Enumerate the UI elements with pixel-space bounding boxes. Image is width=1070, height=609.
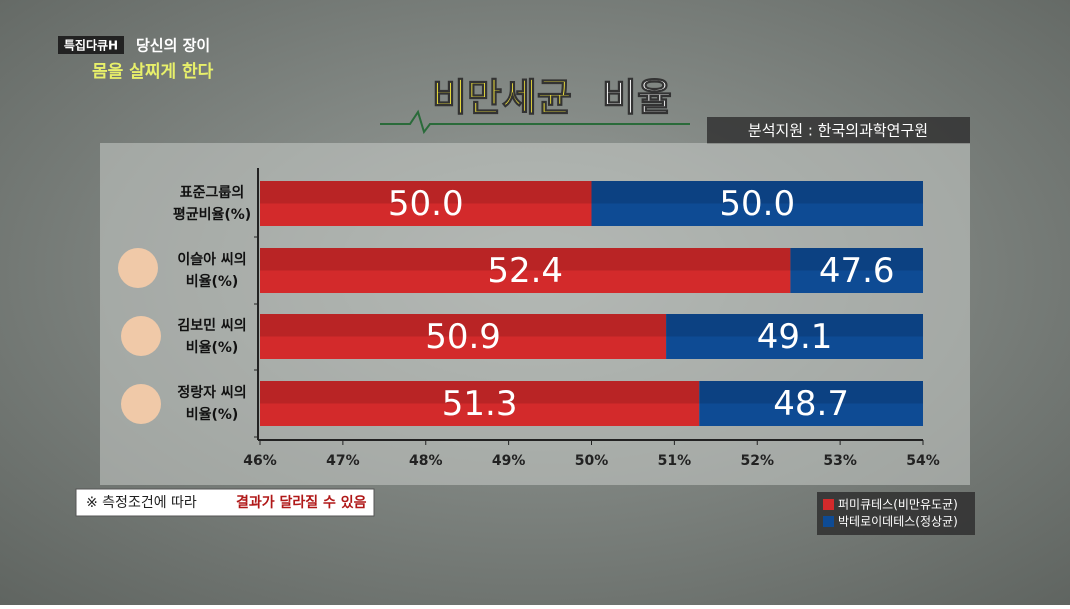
legend-label: 박테로이데테스(정상균)	[838, 515, 958, 529]
category-label: 김보민 씨의	[177, 317, 246, 334]
bar-segment	[591, 181, 923, 226]
bar-segment	[699, 381, 923, 426]
category-label: 이슬아 씨의	[177, 251, 246, 268]
title-rest: 비율	[602, 76, 672, 120]
bar-shade	[591, 181, 923, 204]
category-label: 비율(%)	[186, 339, 239, 356]
value-label: 52.4	[487, 251, 563, 291]
legend-box	[817, 492, 975, 535]
face	[118, 248, 158, 288]
bar-shade	[699, 381, 923, 404]
legend-label: 퍼미큐테스(비만유도균)	[838, 498, 958, 512]
title-main: 비만세균	[432, 76, 572, 120]
category-label: 비율(%)	[186, 273, 239, 290]
x-tick-label: 46%	[243, 453, 277, 469]
bar-segment	[260, 248, 791, 293]
value-label: 50.0	[388, 184, 464, 224]
note-a: ※ 측정조건에 따라	[86, 495, 197, 511]
value-label: 47.6	[819, 251, 895, 291]
note-box	[75, 488, 375, 517]
title-line	[380, 109, 690, 135]
x-tick-label: 50%	[575, 453, 609, 469]
category-label: 비율(%)	[186, 406, 239, 423]
x-tick-label: 51%	[658, 453, 692, 469]
bar-segment	[260, 314, 667, 359]
face	[121, 316, 161, 356]
x-tick-label: 49%	[492, 453, 526, 469]
value-label: 48.7	[773, 384, 849, 424]
value-label: 51.3	[442, 384, 518, 424]
category-label: 정랑자 씨의	[177, 384, 246, 401]
header-line1: 당신의 장이	[136, 37, 210, 55]
value-label: 50.0	[719, 184, 795, 224]
category-label: 평균비율(%)	[173, 206, 251, 223]
x-tick-label: 52%	[740, 453, 774, 469]
header-line2: 몸을 살찌게 한다	[92, 62, 214, 82]
legend-swatch	[823, 499, 834, 510]
note-b: 결과가 달라질 수 있음	[236, 494, 367, 511]
value-label: 50.9	[425, 317, 501, 357]
x-tick-label: 53%	[823, 453, 857, 469]
x-tick-label: 54%	[906, 453, 940, 469]
x-tick-label: 48%	[409, 453, 443, 469]
bar-segment	[260, 181, 592, 226]
logo-box	[58, 36, 124, 54]
x-tick-label: 47%	[326, 453, 360, 469]
bar-shade	[260, 314, 667, 337]
bar-shade	[260, 381, 700, 404]
legend-swatch	[823, 516, 834, 527]
faces	[118, 248, 161, 424]
bar-shade	[260, 248, 791, 271]
bar-segment	[790, 248, 923, 293]
source-box	[707, 117, 970, 144]
logo: 특집다큐H	[64, 38, 118, 53]
bar-shade	[790, 248, 923, 271]
bar-segment	[260, 381, 700, 426]
category-label: 표준그룹의	[180, 184, 244, 201]
bar-shade	[260, 181, 592, 204]
source: 분석지원 : 한국의과학연구원	[748, 122, 928, 140]
value-label: 49.1	[757, 317, 833, 357]
bar-shade	[666, 314, 923, 337]
face	[121, 384, 161, 424]
bar-segment	[666, 314, 923, 359]
